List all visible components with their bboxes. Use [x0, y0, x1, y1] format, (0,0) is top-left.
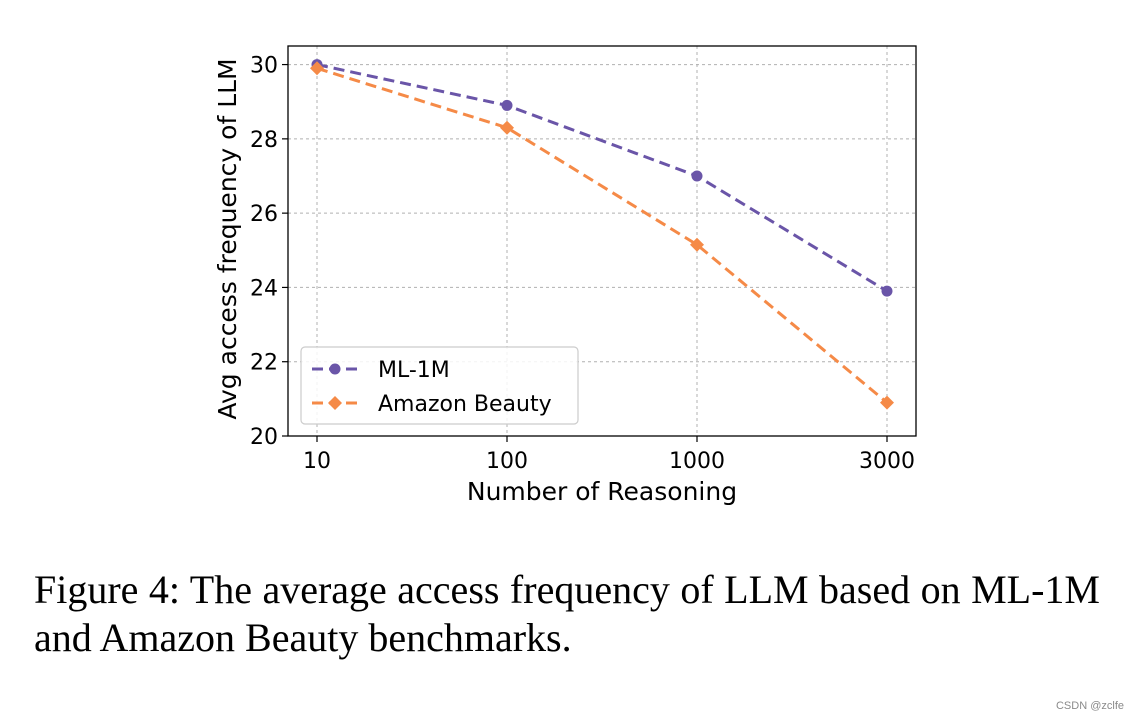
data-point-amazon-beauty	[310, 61, 324, 76]
y-tick-label: 28	[250, 128, 278, 153]
series-layer	[310, 59, 894, 410]
y-tick-label: 30	[250, 54, 278, 79]
legend-marker-ml-1m	[329, 363, 341, 375]
y-tick-label: 24	[250, 276, 278, 301]
legend-entry-ml-1m: ML-1M	[312, 358, 450, 383]
data-point-amazon-beauty	[690, 237, 704, 252]
x-tick-label: 3000	[859, 449, 915, 474]
axis-ticks: 10 100 1000 3000 20 22 24 26 28 30	[250, 54, 915, 474]
legend-entry-amazon-beauty: Amazon Beauty	[312, 392, 552, 417]
x-tick-label: 100	[486, 449, 528, 474]
data-point-ml-1m	[691, 170, 703, 182]
series-line-ml-1m	[316, 63, 888, 293]
legend-box	[300, 346, 579, 425]
series-amazon-beauty	[310, 61, 894, 410]
y-tick-label: 20	[250, 425, 278, 450]
series-line-amazon-beauty	[316, 66, 888, 404]
plot-frame	[287, 45, 917, 437]
data-point-amazon-beauty	[500, 120, 514, 135]
legend-label-amazon-beauty: Amazon Beauty	[378, 392, 552, 417]
data-point-ml-1m	[881, 285, 893, 297]
legend-marker-amazon-beauty	[328, 396, 342, 410]
figure-caption: Figure 4: The average access frequency o…	[34, 567, 1100, 660]
watermark: CSDN @zclfe	[1055, 700, 1124, 712]
y-tick-label: 22	[250, 351, 278, 376]
legend-label-ml-1m: ML-1M	[378, 358, 450, 383]
data-point-amazon-beauty	[880, 395, 894, 410]
chart: 10 100 1000 3000 20 22 24 26 28 30 Number of Reas…	[213, 45, 917, 506]
x-tick-label: 10	[303, 449, 331, 474]
legend: ML-1M Amazon Beauty	[300, 346, 579, 425]
y-axis-label: Avg access frequency of LLM	[213, 58, 242, 419]
x-tick-label: 1000	[669, 449, 725, 474]
y-tick-label: 26	[250, 202, 278, 227]
x-axis-label: Number of Reasoning	[467, 477, 737, 506]
data-point-ml-1m	[501, 99, 513, 111]
